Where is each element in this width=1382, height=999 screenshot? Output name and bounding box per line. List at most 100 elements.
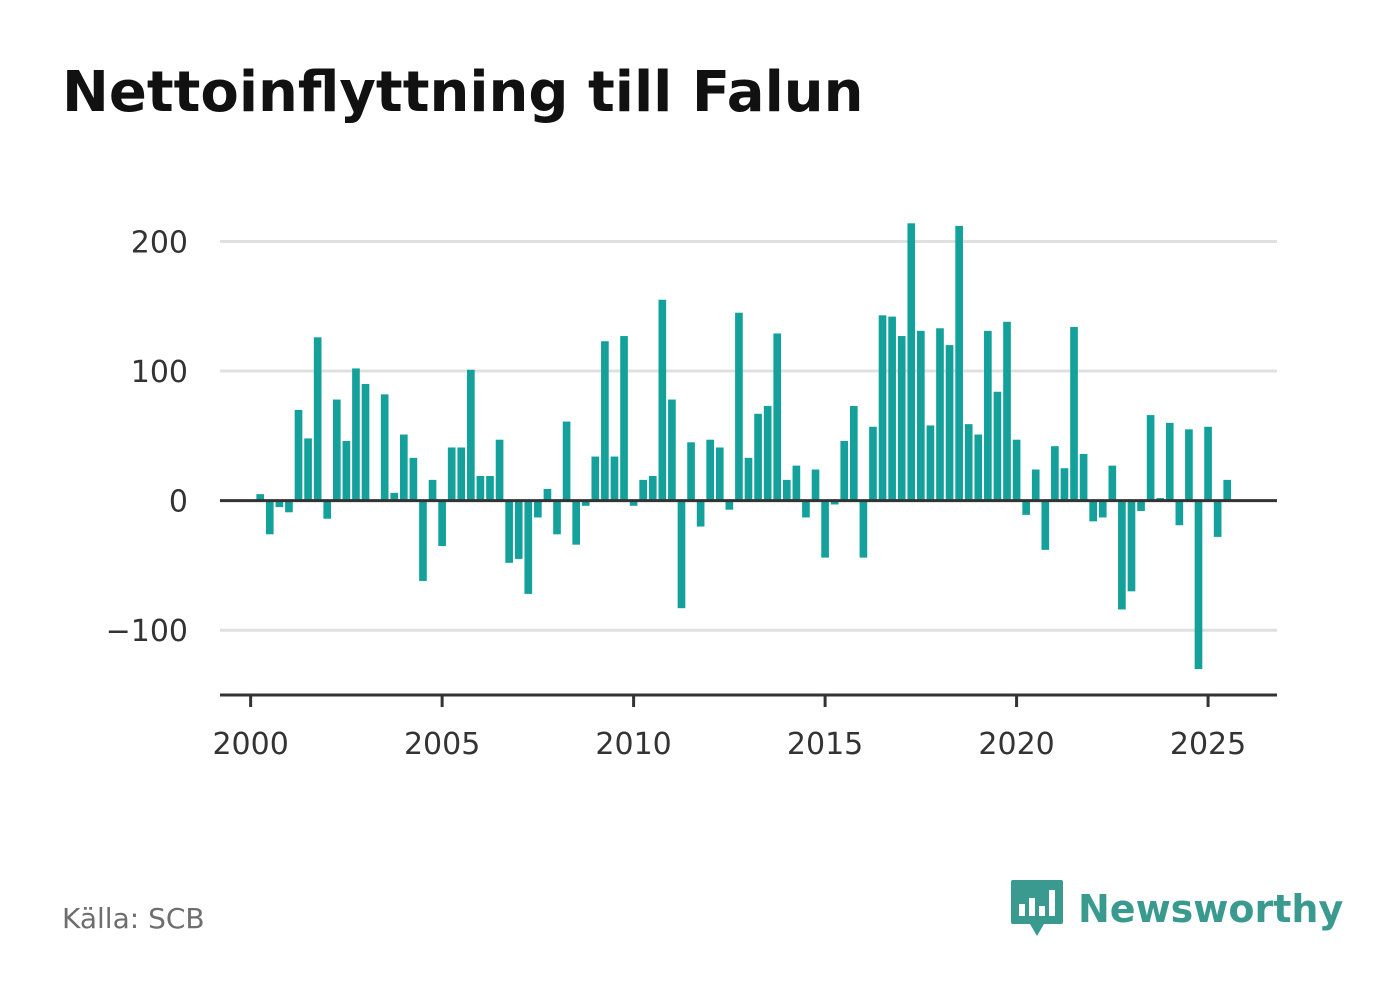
bar [1127,500,1136,592]
brand-name: Newsworthy [1078,887,1344,931]
bar [658,299,667,501]
bar [486,475,494,501]
bar [696,500,705,527]
x-tick-label: 2025 [1170,727,1246,762]
bar [1165,422,1174,501]
bar [878,315,887,501]
bar [1098,500,1107,518]
bar [265,500,274,535]
bar [457,447,466,501]
bar [1137,500,1145,511]
y-axis-tick-labels: 200 100 0 −100 [106,225,188,649]
bar [1089,500,1098,522]
bar [964,424,973,501]
bar [1213,500,1222,537]
bar [447,447,456,501]
bar [802,500,810,518]
bar [1079,453,1088,501]
bar [1146,415,1155,501]
bar [1204,426,1212,501]
bar [869,426,877,501]
bar [476,475,485,501]
y-tick-label: 200 [131,225,188,260]
bar-series [256,223,1232,670]
bar [562,421,571,501]
bar [792,465,801,501]
bar [1003,321,1011,501]
bar [706,439,715,501]
bar [955,225,963,501]
grid-lines [220,239,1277,632]
bar [744,457,753,501]
bar [591,456,600,501]
bar [917,330,925,501]
bar [735,312,743,501]
brand-logo: Newsworthy [1010,878,1343,940]
bar [601,341,609,501]
bar-chart-speech-bubble-icon [1011,880,1063,936]
bar [993,391,1002,501]
bar [1022,500,1030,515]
y-tick-label: 0 [169,485,188,520]
bar [313,337,322,501]
bar [256,494,265,501]
bar [524,500,533,594]
bar [1118,500,1126,610]
x-tick-label: 2020 [978,727,1054,762]
bar [572,500,580,545]
x-tick-label: 2000 [212,727,288,762]
bar [1031,469,1040,501]
bar [629,500,638,506]
bar [1070,326,1078,501]
bar [323,500,332,519]
source-note: Källa: SCB [62,902,205,935]
bar [361,383,370,501]
chart-title: Nettoinflyttning till Falun [62,60,864,125]
bar [505,500,513,563]
bar [390,492,399,501]
bar [639,479,648,501]
bar [1012,439,1021,501]
bar [687,442,695,501]
bar [782,479,791,501]
x-tick-label: 2010 [595,727,671,762]
bar [514,500,523,559]
bar [1108,465,1117,501]
bar [821,500,829,558]
axes [220,499,1277,707]
bar [553,500,561,535]
bar [936,328,944,501]
bar [438,500,446,546]
bar [1194,500,1203,670]
y-tick-label: −100 [106,614,188,649]
bar [534,500,542,518]
bar [352,368,360,501]
bar [332,399,341,501]
bar [984,330,992,501]
y-tick-label: 100 [131,355,188,390]
bar [409,457,418,501]
bar [763,406,772,501]
bar [830,500,839,505]
x-tick-label: 2015 [787,727,863,762]
bar [304,438,312,501]
bar [275,500,284,508]
bar [945,345,954,501]
bar [428,479,437,501]
bar [581,500,590,506]
bar [285,500,293,513]
bar [773,333,782,501]
bar [380,394,389,501]
bar [1041,500,1050,550]
bar [294,409,303,501]
bar [974,434,983,501]
bar [419,500,427,581]
bar [926,425,935,501]
bar [754,413,762,501]
bar [620,336,628,501]
x-axis-tick-labels: 2000 2005 2010 2015 2020 2025 [212,727,1246,762]
bar [859,500,868,558]
bar [888,316,896,501]
bar [849,406,858,501]
